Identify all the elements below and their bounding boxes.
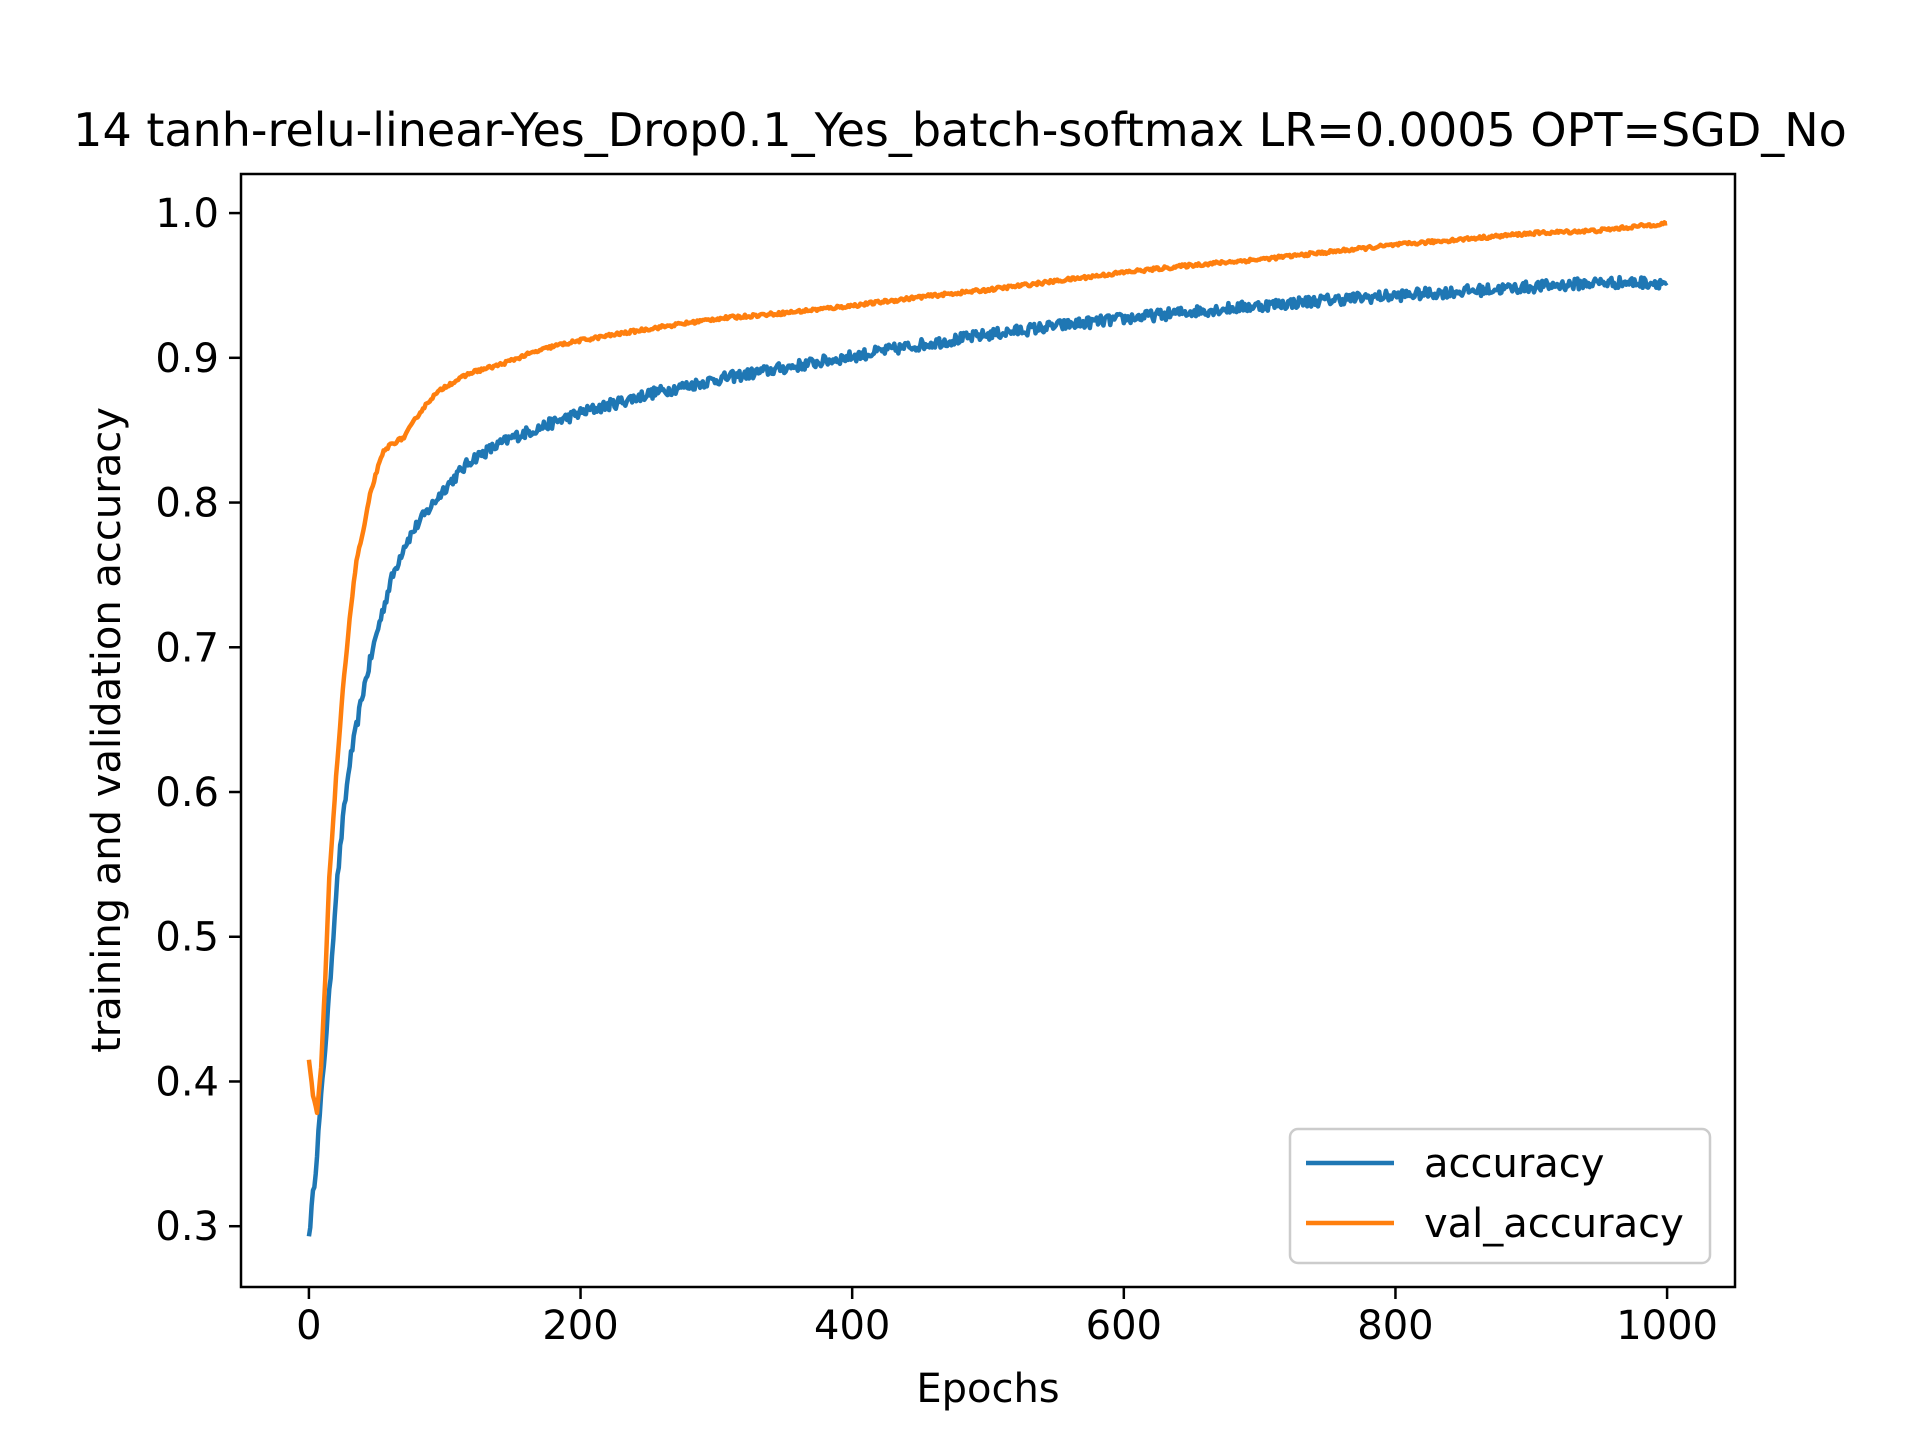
y-tick-label: 0.8 (155, 481, 219, 527)
series-line-accuracy (306, 274, 1669, 1237)
legend-box (1288, 1127, 1712, 1265)
plot-frame (239, 172, 1737, 1289)
legend-label-accuracy: accuracy (1424, 1141, 1604, 1187)
x-axis-label: Epochs (916, 1366, 1059, 1412)
x-tick-label: 0 (296, 1303, 321, 1349)
series-line-val-accuracy (306, 220, 1668, 1116)
x-tick-label: 600 (1086, 1303, 1162, 1349)
y-tick-label: 1.0 (155, 191, 219, 237)
x-tick-label: 400 (814, 1303, 890, 1349)
plot-area (241, 174, 1735, 1287)
y-tick-label: 0.6 (155, 770, 219, 816)
x-tick-label: 200 (542, 1303, 618, 1349)
y-tick-label: 0.9 (155, 336, 219, 382)
x-tick-label: 800 (1357, 1303, 1433, 1349)
legend-label-val-accuracy: val_accuracy (1424, 1201, 1684, 1247)
y-axis-label: training and validation accuracy (84, 407, 130, 1053)
y-tick-label: 0.3 (155, 1204, 219, 1250)
y-axis-ticks: 0.3 0.4 0.5 0.6 0.7 0.8 0.9 1.0 (155, 191, 241, 1250)
chart-title: 14 tanh-relu-linear-Yes_Drop0.1_Yes_batc… (73, 103, 1847, 157)
x-tick-label: 1000 (1616, 1303, 1718, 1349)
series-layer (306, 220, 1669, 1237)
y-tick-label: 0.5 (155, 915, 219, 961)
x-axis-ticks: 0 200 400 600 800 1000 (296, 1287, 1718, 1349)
y-tick-label: 0.7 (155, 625, 219, 671)
legend: accuracy val_accuracy (1288, 1127, 1712, 1265)
y-tick-label: 0.4 (155, 1059, 219, 1105)
